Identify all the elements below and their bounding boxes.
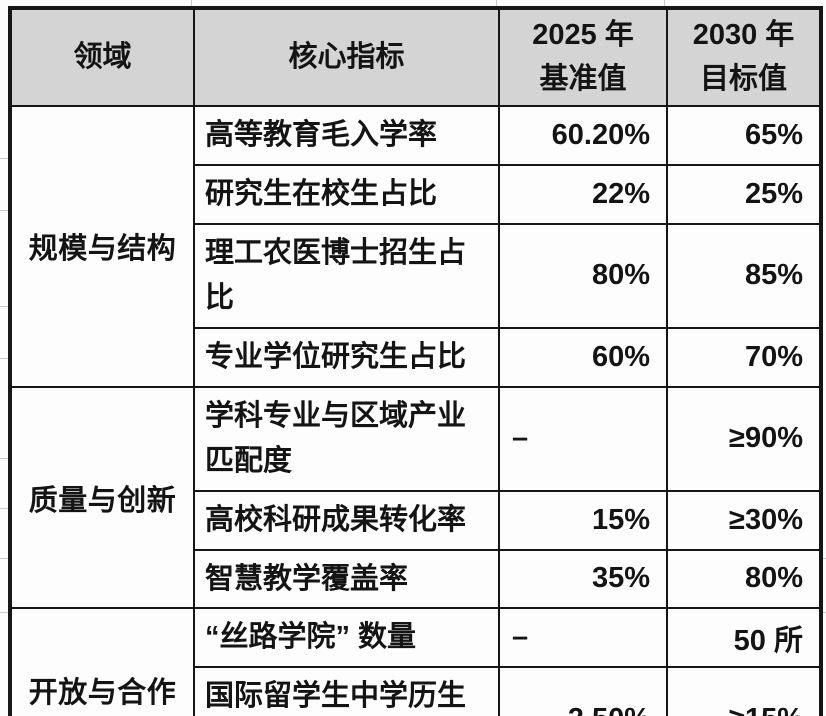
gridline-stub [0, 306, 8, 307]
table-row: 专业学位研究生占比 60% 70% [10, 326, 822, 388]
header-target-line1: 2030 年 [692, 19, 795, 51]
header-baseline: 2025 年 基准值 [498, 7, 668, 107]
table-row: 研究生在校生占比 22% 25% [10, 163, 822, 225]
table-row: 规模与结构 高等教育毛入学率 60.20% 65% [9, 105, 822, 388]
gridline-stub [0, 558, 8, 559]
gridline-stub [0, 458, 8, 459]
gridline-stub [0, 612, 8, 613]
indicator-cell: 理工农医博士招生占比 [193, 222, 500, 329]
baseline-cell: 60% [498, 326, 668, 388]
baseline-cell: 60.20% [498, 105, 668, 166]
table-row: 质量与创新 学科专业与区域产业匹配度 – ≥90% [9, 385, 822, 610]
baseline-cell: 15% [498, 489, 668, 551]
table-row: 国际留学生中学历生占比 2.50% ≥15% [10, 666, 822, 716]
indicator-cell: 高校科研成果转化率 [193, 489, 500, 551]
gridline-stub [0, 358, 8, 359]
header-target: 2030 年 目标值 [666, 7, 822, 107]
table-row: 理工农医博士招生占比 80% 85% [10, 222, 822, 329]
header-baseline-line1: 2025 年 [532, 19, 634, 51]
kpi-table: 领域 核心指标 2025 年 基准值 2030 年 目标值 规模与结构 高等教育… [8, 6, 823, 716]
target-cell: ≥15% [666, 666, 822, 716]
target-cell: ≥30% [666, 489, 822, 551]
baseline-cell: 35% [498, 548, 668, 610]
header-row: 领域 核心指标 2025 年 基准值 2030 年 目标值 [9, 7, 822, 107]
indicator-cell: 智慧教学覆盖率 [193, 548, 500, 610]
gridline-stub [496, 0, 497, 6]
group-label-scale-structure: 规模与结构 [9, 105, 195, 388]
header-indicator: 核心指标 [193, 7, 500, 107]
header-baseline-line2: 基准值 [539, 62, 627, 95]
target-cell: 85% [666, 222, 822, 329]
header-target-line2: 目标值 [699, 62, 787, 95]
baseline-cell: – [498, 385, 668, 492]
table-row: 智慧教学覆盖率 35% 80% [10, 548, 822, 610]
table-row: 开放与合作 “丝路学院” 数量 – 50 所 [9, 607, 822, 716]
indicator-cell: 国际留学生中学历生占比 [193, 666, 500, 716]
indicator-cell: 研究生在校生占比 [193, 163, 500, 225]
baseline-cell: 22% [498, 163, 668, 225]
group-label-openness-cooperation: 开放与合作 [9, 607, 195, 716]
baseline-cell: 2.50% [498, 666, 668, 716]
indicator-cell: “丝路学院” 数量 [193, 607, 500, 669]
table-row: 高校科研成果转化率 15% ≥30% [10, 489, 822, 551]
gridline-stub [0, 508, 8, 509]
gridline-stub [0, 210, 8, 211]
gridline-stub [664, 0, 665, 6]
indicator-cell: 专业学位研究生占比 [193, 326, 500, 388]
indicator-cell: 学科专业与区域产业匹配度 [193, 385, 500, 492]
indicator-cell: 高等教育毛入学率 [193, 105, 500, 166]
baseline-cell: 80% [498, 222, 668, 329]
target-cell: 65% [666, 105, 822, 166]
gridline-stub [0, 158, 8, 159]
target-cell: ≥90% [666, 385, 822, 492]
group-label-quality-innovation: 质量与创新 [9, 385, 195, 610]
baseline-cell: – [498, 607, 668, 669]
target-cell: 50 所 [666, 607, 822, 669]
target-cell: 25% [666, 163, 822, 225]
gridline-stub [191, 0, 192, 6]
target-cell: 80% [666, 548, 822, 610]
header-domain: 领域 [9, 7, 195, 107]
target-cell: 70% [666, 326, 822, 388]
